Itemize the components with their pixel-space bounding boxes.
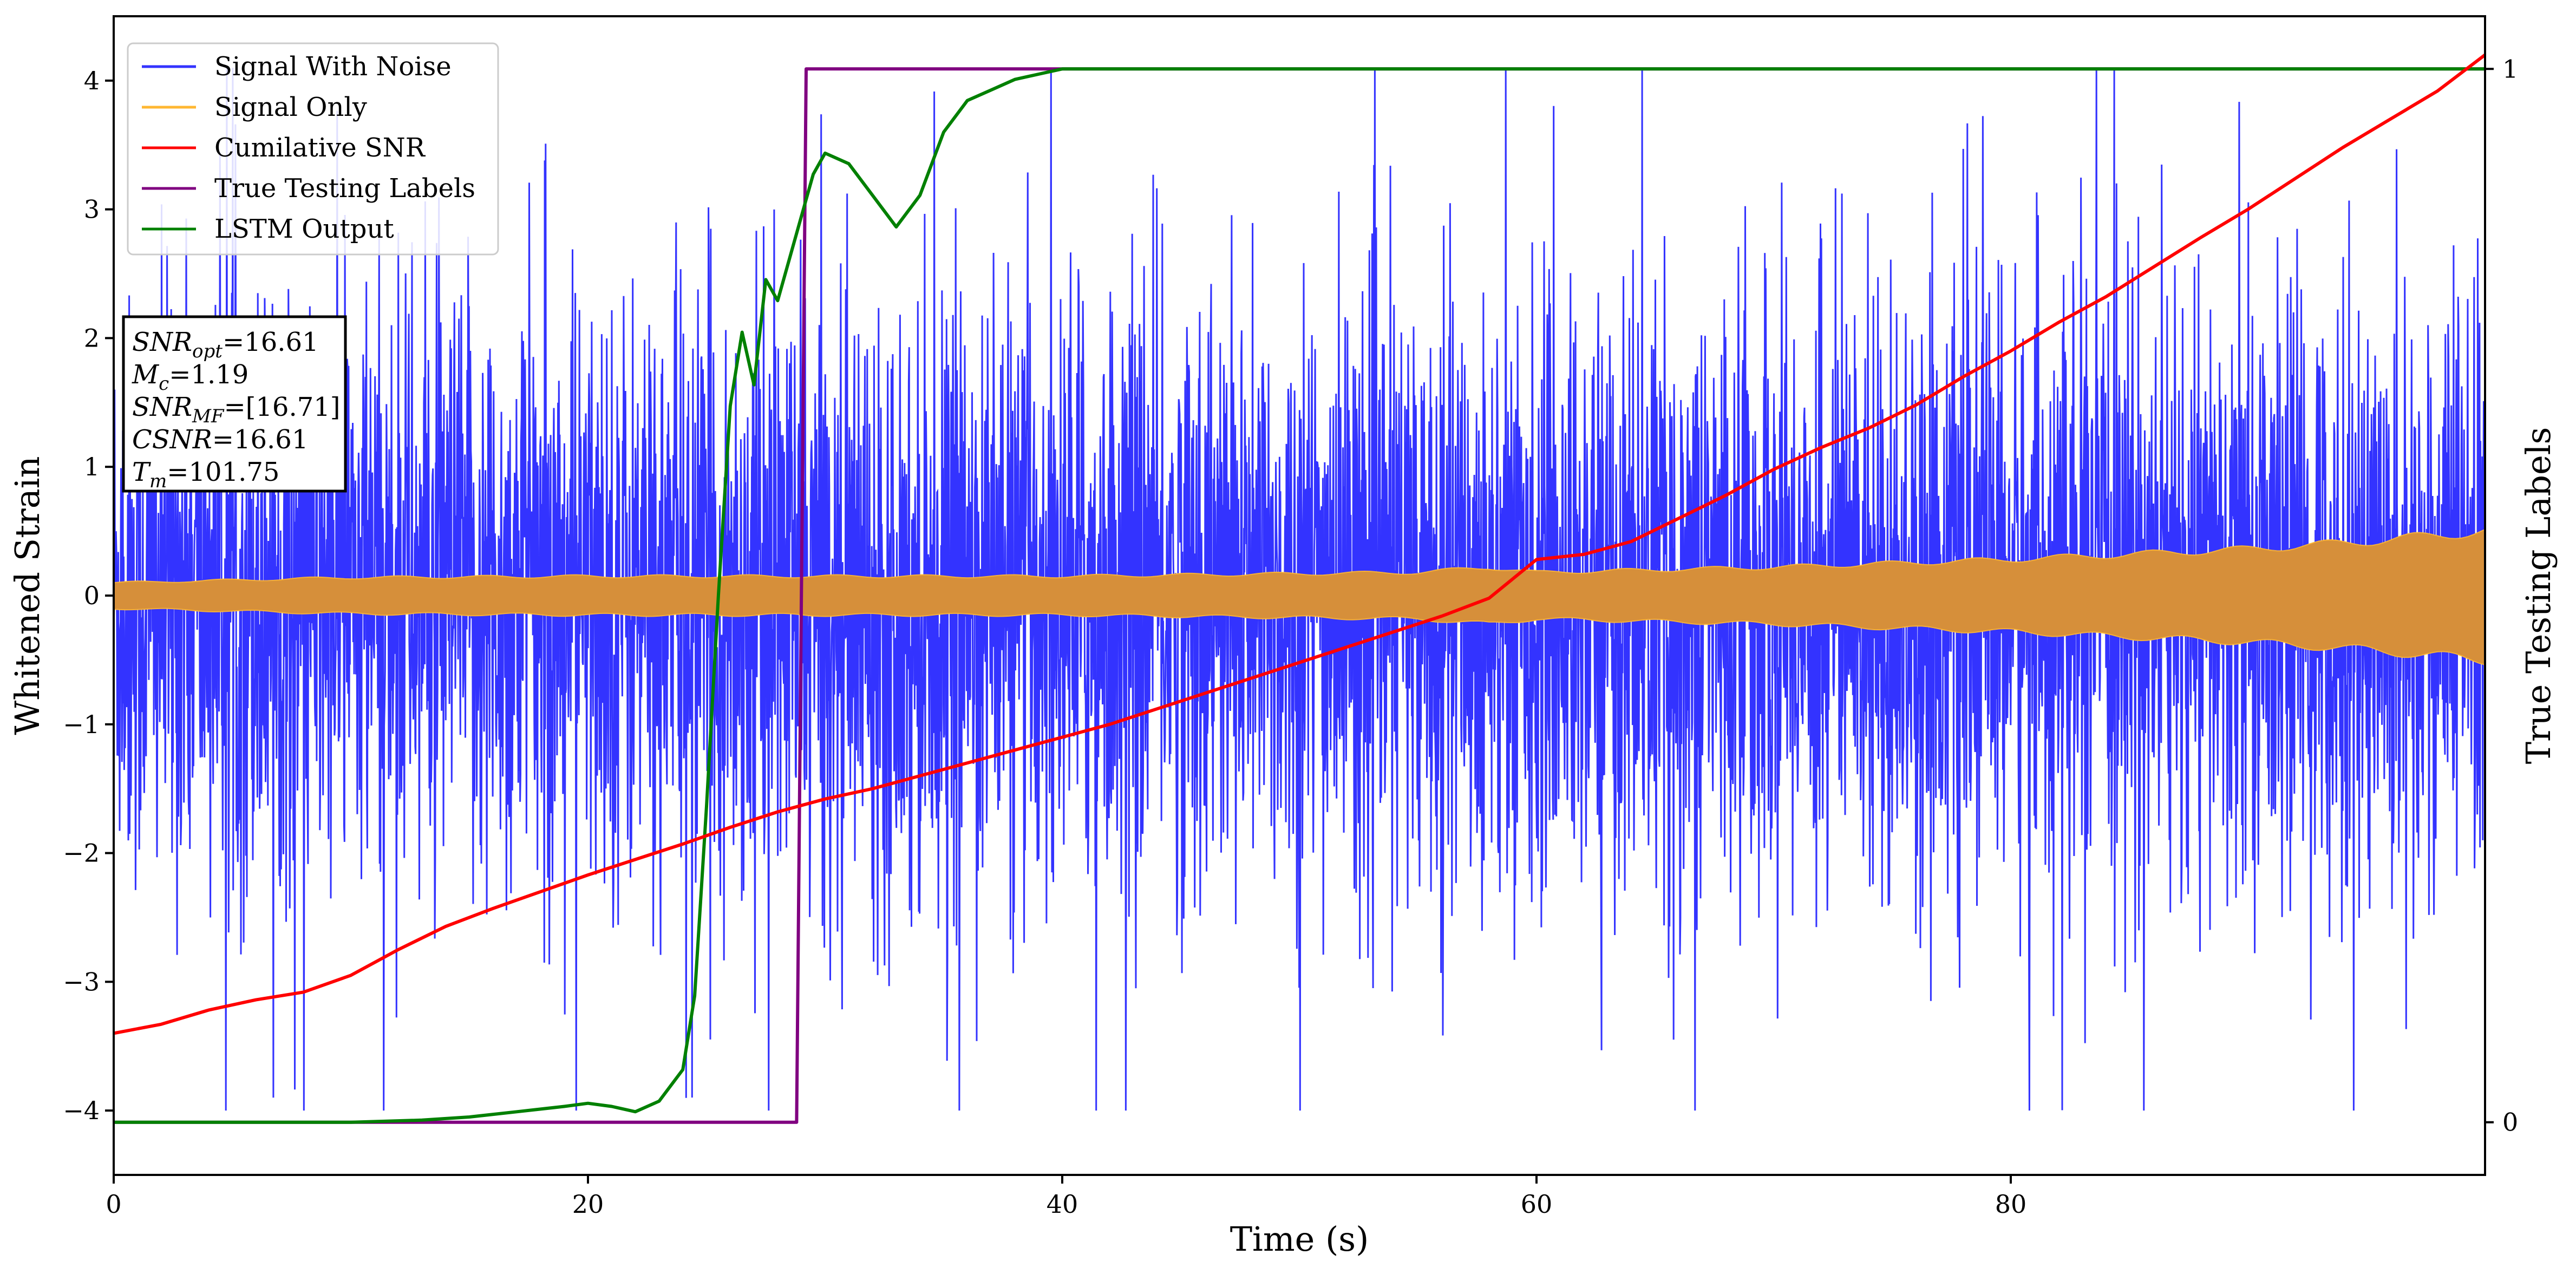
info-merger-time: Tm=101.75 [132,457,279,492]
y-tick-label-7: 3 [84,195,100,224]
series-layer [114,53,2485,1124]
series-lstm-output [114,67,2485,1124]
x-axis-label: Time (s) [1230,1219,1369,1259]
y-tick-label-8: 4 [84,66,100,95]
legend: Signal With Noise Signal Only Cumilative… [127,42,499,256]
info-box-frame [122,315,347,493]
y2-tick-label-0: 0 [2502,1108,2518,1137]
y-tick-label-4: 0 [84,581,100,610]
legend-label-signal-only: Signal Only [214,92,367,122]
info-box: SNRopt=16.61 Mc=1.19 SNRMF=[16.71] CSNR=… [122,315,347,493]
legend-label-signal-with-noise: Signal With Noise [214,51,452,82]
y-tick-label-6: 2 [84,323,100,352]
x-axis: 0 20 40 60 80 [106,1175,2026,1219]
legend-label-true-testing-labels: True Testing Labels [214,173,475,204]
x-tick-label-0: 0 [106,1190,121,1219]
y-tick-label-3: −1 [63,710,100,739]
series-signal-only [114,528,2485,665]
info-csnr: CSNR=16.61 [132,424,308,455]
series-cumilative-snr [114,53,2485,1035]
legend-box [127,42,499,256]
x-tick-label-3: 60 [1521,1190,1553,1219]
legend-label-cumilative-snr: Cumilative SNR [214,133,426,163]
info-snr-opt: SNRopt=16.61 [132,327,319,362]
y-axis-left: −4 −3 −2 −1 0 1 2 3 4 [63,66,114,1125]
y-axis-label-right: True Testing Labels [2519,427,2558,765]
y-axis-label-left: Whitened Strain [8,456,47,735]
x-tick-label-2: 40 [1047,1190,1078,1219]
y-tick-label-0: −4 [63,1096,100,1125]
x-tick-label-4: 80 [1995,1190,2027,1219]
legend-label-lstm-output: LSTM Output [214,214,394,244]
y-tick-label-5: 1 [84,452,100,481]
y2-tick-label-1: 1 [2502,54,2518,83]
y-axis-right: 01 [2485,54,2518,1137]
x-tick-label-1: 20 [572,1190,604,1219]
info-snr-mf: SNRMF=[16.71] [132,392,341,427]
y-tick-label-1: −3 [63,967,100,996]
y-tick-label-2: −2 [63,839,100,868]
info-chirp-mass: Mc=1.19 [132,360,249,395]
